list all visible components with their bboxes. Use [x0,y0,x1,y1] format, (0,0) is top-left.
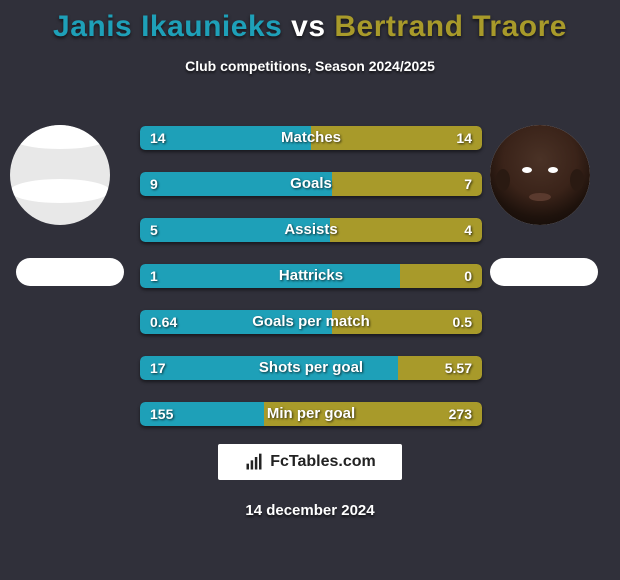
stat-row: Goals per match0.640.5 [140,310,482,334]
stat-bar-right [311,126,482,150]
stat-row: Shots per goal175.57 [140,356,482,380]
stat-bar-left [140,126,311,150]
stat-bar-right [332,310,482,334]
stat-row: Assists54 [140,218,482,242]
stat-row: Min per goal155273 [140,402,482,426]
footer-brand-card: FcTables.com [218,444,402,480]
stat-bar-left [140,172,332,196]
footer-date: 14 december 2024 [0,502,620,519]
player2-name: Bertrand Traore [334,10,567,43]
stat-row: Hattricks10 [140,264,482,288]
stat-bar-left [140,402,264,426]
chart-icon [244,452,264,472]
player2-avatar [490,125,590,225]
stat-bar-right [264,402,482,426]
stats-bars: Matches1414 Goals97 Assists54 Hattricks10 Go… [140,126,482,448]
player2-flag-badge [490,258,598,286]
stat-bar-right [332,172,482,196]
stat-bar-left [140,218,330,242]
stat-bar-left [140,356,398,380]
player1-name: Janis Ikaunieks [53,10,282,43]
subtitle: Club competitions, Season 2024/2025 [0,58,620,74]
stat-bar-left [140,310,332,334]
stat-bar-right [398,356,482,380]
stat-row: Goals97 [140,172,482,196]
stat-bar-left [140,264,400,288]
player1-avatar [10,125,110,225]
stat-bar-right [400,264,482,288]
comparison-title: Janis Ikaunieks vs Bertrand Traore [0,0,620,44]
vs-text: vs [291,10,325,43]
stat-bar-right [330,218,482,242]
footer-brand-text: FcTables.com [270,453,376,471]
player1-flag-badge [16,258,124,286]
stat-row: Matches1414 [140,126,482,150]
